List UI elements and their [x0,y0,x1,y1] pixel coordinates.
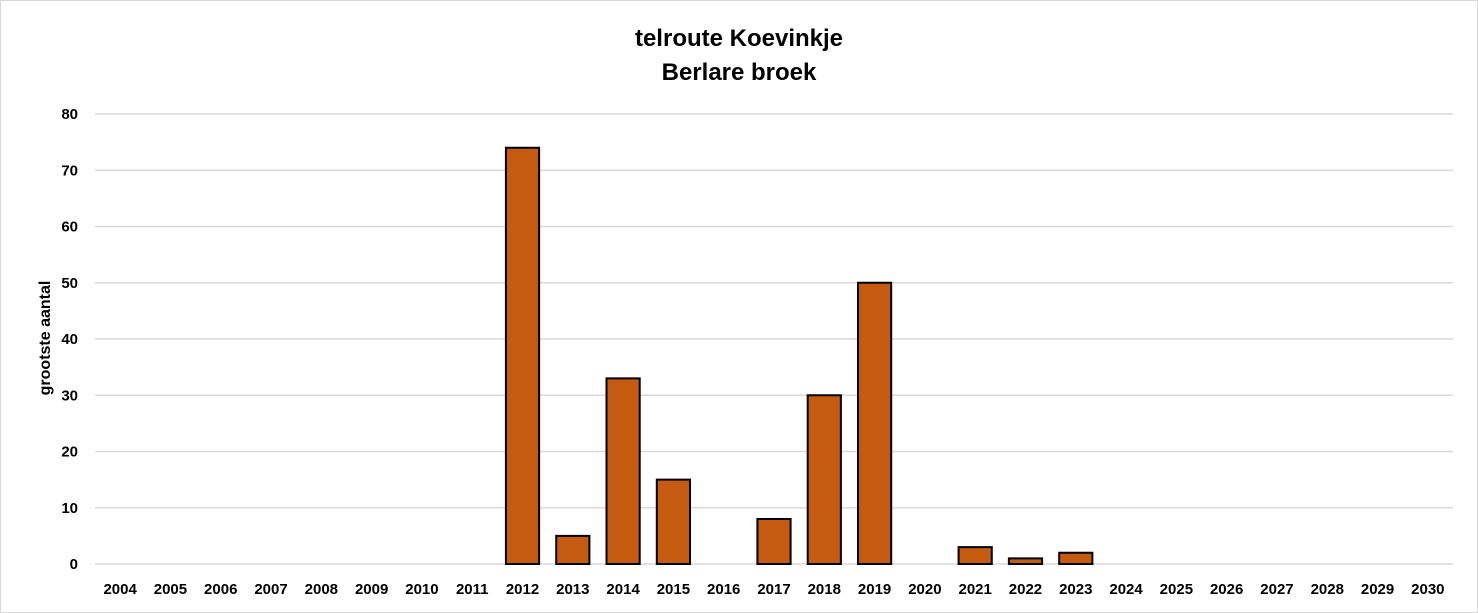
chart-title-line-1: telroute Koevinkje [635,25,843,52]
x-tick-label: 2011 [456,581,489,598]
x-tick-label: 2027 [1260,581,1293,598]
x-tick-label: 2014 [606,581,640,598]
x-tick-label: 2022 [1009,581,1042,598]
x-tick-label: 2005 [154,581,187,598]
x-tick-label: 2023 [1059,581,1092,598]
gridlines [95,113,1453,565]
x-tick-label: 2028 [1311,581,1344,598]
bars [504,146,1094,565]
x-tick-label: 2009 [355,581,388,598]
y-tick-label: 40 [61,331,78,348]
x-axis-tick-labels: 2004 2005 2006 2007 2008 2009 2010 2011 2012 2013… [103,581,1444,598]
bar-2023 [1058,551,1094,565]
x-tick-label: 2017 [757,581,790,598]
y-tick-label: 30 [61,387,78,404]
x-tick-label: 2015 [657,581,690,598]
x-tick-label: 2020 [908,581,941,598]
x-tick-label: 2019 [858,581,891,598]
x-tick-label: 2010 [405,581,438,598]
x-tick-label: 2016 [707,581,740,598]
bar-2013 [555,534,591,565]
x-tick-label: 2006 [204,581,237,598]
x-tick-label: 2025 [1160,581,1193,598]
x-tick-label: 2012 [506,581,539,598]
y-tick-label: 20 [61,444,78,461]
y-axis-tick-labels: 0 10 20 30 40 50 60 70 80 [61,106,78,573]
bar-2021 [957,546,993,565]
bar-2017 [756,518,792,565]
x-tick-label: 2004 [103,581,137,598]
bar-2014 [605,377,641,565]
y-tick-label: 50 [61,275,78,292]
bar-2012 [504,146,541,565]
bar-2022 [1007,557,1044,565]
x-tick-label: 2030 [1411,581,1444,598]
bar-2019 [856,281,893,565]
y-tick-label: 0 [70,556,78,573]
x-tick-label: 2029 [1361,581,1394,598]
x-tick-label: 2007 [254,581,287,598]
y-tick-label: 10 [61,500,78,517]
x-tick-label: 2024 [1109,581,1143,598]
x-tick-label: 2021 [958,581,991,598]
y-axis-label: grootste aantal [37,281,54,396]
bar-2015 [655,478,692,565]
x-tick-label: 2013 [556,581,589,598]
y-tick-label: 70 [61,162,78,179]
x-tick-label: 2018 [808,581,841,598]
chart-title-line-2: Berlare broek [662,59,817,86]
x-tick-label: 2026 [1210,581,1243,598]
y-tick-label: 60 [61,219,78,236]
x-tick-label: 2008 [305,581,338,598]
bar-2018 [806,394,842,565]
y-tick-label: 80 [61,106,78,123]
